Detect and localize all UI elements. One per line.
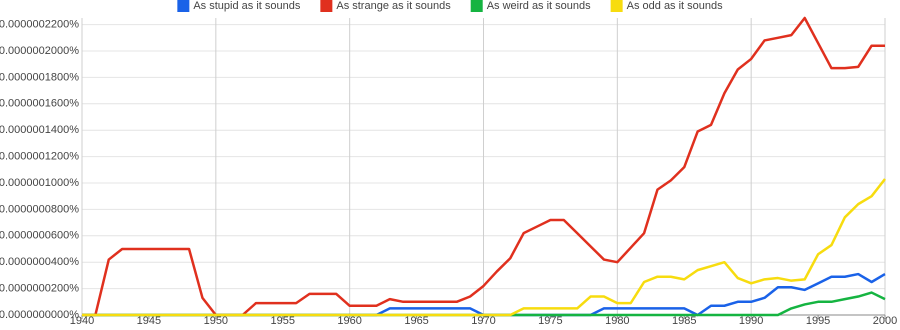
x-tick-label: 1955 bbox=[271, 315, 295, 327]
legend-label: As strange as it sounds bbox=[336, 0, 451, 12]
x-tick-label: 2000 bbox=[873, 315, 897, 327]
y-tick-label: 0.0000002000% bbox=[0, 45, 79, 57]
x-tick-label: 1950 bbox=[204, 315, 228, 327]
x-tick-label: 1940 bbox=[70, 315, 94, 327]
y-tick-label: 0.0000001600% bbox=[0, 98, 79, 110]
legend-label: As stupid as it sounds bbox=[193, 0, 301, 12]
x-tick-label: 1945 bbox=[137, 315, 161, 327]
x-tick-label: 1990 bbox=[739, 315, 763, 327]
x-tick-label: 1985 bbox=[672, 315, 696, 327]
legend-swatch bbox=[610, 0, 623, 12]
y-tick-label: 0.0000000600% bbox=[0, 230, 79, 242]
y-tick-label: 0.0000000200% bbox=[0, 283, 79, 295]
series-line bbox=[82, 178, 886, 317]
y-tick-label: 0.0000001200% bbox=[0, 151, 79, 163]
x-tick-label: 1970 bbox=[471, 315, 495, 327]
legend-swatch bbox=[470, 0, 483, 12]
x-tick-label: 1995 bbox=[806, 315, 830, 327]
x-tick-label: 1965 bbox=[404, 315, 428, 327]
y-tick-label: 0.0000001000% bbox=[0, 177, 79, 189]
y-tick-label: 0.0000000400% bbox=[0, 256, 79, 268]
y-tick-label: 0.0000002200% bbox=[0, 19, 79, 31]
x-tick-label: 1960 bbox=[337, 315, 361, 327]
legend-swatch bbox=[177, 0, 190, 12]
y-tick-label: 0.0000001800% bbox=[0, 71, 79, 83]
y-tick-label: 0.0000000800% bbox=[0, 203, 79, 215]
legend-label: As weird as it sounds bbox=[487, 0, 591, 12]
legend-swatch bbox=[320, 0, 333, 12]
y-tick-label: 0.0000000000% bbox=[0, 309, 79, 321]
x-tick-label: 1975 bbox=[538, 315, 562, 327]
x-tick-label: 1980 bbox=[605, 315, 629, 327]
legend-label: As odd as it sounds bbox=[627, 0, 724, 12]
y-tick-label: 0.0000001400% bbox=[0, 124, 79, 136]
